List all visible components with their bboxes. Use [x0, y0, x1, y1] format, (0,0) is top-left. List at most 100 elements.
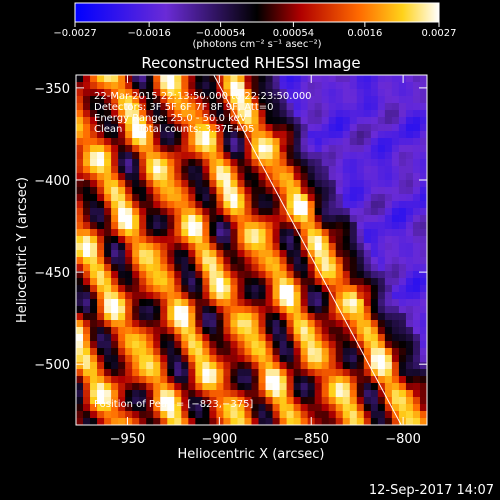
heatmap-cell: [412, 383, 421, 391]
heatmap-cell: [160, 194, 168, 202]
heatmap-cell: [307, 96, 316, 104]
heatmap-cell: [90, 173, 98, 181]
heatmap-cell: [356, 124, 365, 132]
heatmap-cell: [391, 89, 400, 97]
heatmap-cell: [153, 411, 161, 419]
heatmap-cell: [335, 117, 344, 125]
heatmap-cell: [139, 229, 147, 237]
heatmap-cell: [132, 124, 140, 132]
heatmap-cell: [384, 327, 393, 335]
heatmap-cell: [258, 355, 267, 363]
heatmap-cell: [90, 299, 98, 307]
heatmap-cell: [195, 306, 203, 314]
heatmap-cell: [321, 229, 330, 237]
heatmap-cell: [265, 250, 274, 258]
heatmap-cell: [370, 124, 379, 132]
heatmap-cell: [356, 292, 365, 300]
heatmap-cell: [111, 173, 119, 181]
heatmap-cell: [223, 145, 232, 153]
heatmap-cell: [111, 278, 119, 286]
heatmap-cell: [356, 145, 365, 153]
heatmap-cell: [412, 250, 421, 258]
heatmap-cell: [370, 404, 379, 412]
heatmap-cell: [139, 103, 147, 111]
heatmap-cell: [356, 131, 365, 139]
heatmap-cell: [230, 152, 239, 160]
heatmap-cell: [251, 271, 260, 279]
heatmap-cell: [132, 75, 140, 83]
heatmap-cell: [314, 320, 323, 328]
heatmap-cell: [370, 299, 379, 307]
heatmap-cell: [125, 390, 133, 398]
heatmap-cell: [188, 250, 196, 258]
heatmap-cell: [293, 257, 302, 265]
heatmap-cell: [90, 145, 98, 153]
heatmap-cell: [293, 299, 302, 307]
heatmap-cell: [356, 334, 365, 342]
heatmap-cell: [349, 89, 358, 97]
heatmap-cell: [370, 131, 379, 139]
heatmap-cell: [167, 222, 175, 230]
heatmap-cell: [328, 327, 337, 335]
heatmap-cell: [160, 166, 168, 174]
heatmap-cell: [181, 138, 189, 146]
heatmap-cell: [202, 306, 210, 314]
heatmap-cell: [328, 229, 337, 237]
heatmap-cell: [419, 82, 427, 90]
heatmap-cell: [111, 341, 119, 349]
heatmap-cell: [104, 236, 112, 244]
heatmap-cell: [391, 96, 400, 104]
heatmap-cell: [321, 397, 330, 405]
heatmap-cell: [279, 376, 288, 384]
heatmap-cell: [111, 257, 119, 265]
heatmap-cell: [181, 89, 189, 97]
heatmap-cell: [405, 145, 414, 153]
heatmap-cell: [174, 320, 182, 328]
heatmap-cell: [174, 376, 182, 384]
heatmap-cell: [307, 208, 316, 216]
heatmap-cell: [223, 411, 232, 419]
heatmap-cell: [405, 369, 414, 377]
heatmap-cell: [356, 383, 365, 391]
heatmap-cell: [293, 411, 302, 419]
heatmap-cell: [125, 215, 133, 223]
heatmap-cell: [251, 369, 260, 377]
heatmap-cell: [398, 208, 407, 216]
heatmap-cell: [188, 96, 196, 104]
heatmap-cell: [258, 138, 267, 146]
heatmap-cell: [132, 271, 140, 279]
heatmap-cell: [195, 362, 203, 370]
heatmap-cell: [391, 313, 400, 321]
heatmap-cell: [76, 264, 84, 272]
heatmap-cell: [370, 250, 379, 258]
heatmap-cell: [293, 390, 302, 398]
heatmap-cell: [188, 215, 196, 223]
heatmap-cell: [279, 299, 288, 307]
heatmap-cell: [412, 257, 421, 265]
heatmap-cell: [160, 355, 168, 363]
heatmap-cell: [153, 103, 161, 111]
heatmap-cell: [293, 306, 302, 314]
heatmap-cell: [202, 82, 210, 90]
heatmap-cell: [237, 110, 246, 118]
heatmap-cell: [370, 208, 379, 216]
heatmap-cell: [265, 404, 274, 412]
heatmap-cell: [377, 236, 386, 244]
heatmap-cell: [377, 159, 386, 167]
heatmap-cell: [97, 103, 105, 111]
heatmap-cell: [160, 159, 168, 167]
heatmap-cell: [153, 152, 161, 160]
heatmap-cell: [181, 243, 189, 251]
heatmap-cell: [153, 285, 161, 293]
heatmap-cell: [363, 397, 372, 405]
heatmap-cell: [181, 334, 189, 342]
heatmap-cell: [279, 355, 288, 363]
heatmap-cell: [314, 285, 323, 293]
heatmap-cell: [321, 362, 330, 370]
heatmap-cell: [293, 243, 302, 251]
heatmap-cell: [370, 264, 379, 272]
heatmap-cell: [419, 250, 427, 258]
heatmap-cell: [167, 215, 175, 223]
heatmap-cell: [118, 215, 126, 223]
heatmap-cell: [300, 89, 309, 97]
